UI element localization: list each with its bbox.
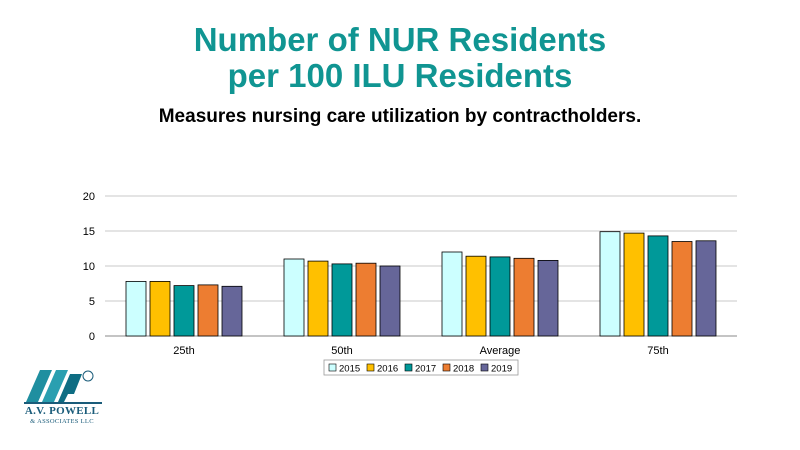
bar-2016-average <box>465 255 487 337</box>
bar-2018-50th <box>355 262 377 337</box>
chart-title: Number of NUR Residents per 100 ILU Resi… <box>0 22 800 94</box>
y-tick-label: 10 <box>83 261 95 273</box>
logo-subtitle: & ASSOCIATES LLC <box>30 418 94 425</box>
legend-label-2018: 2018 <box>453 364 474 375</box>
x-tick-label: 75th <box>647 345 668 357</box>
title-line-2: per 100 ILU Residents <box>227 57 573 94</box>
y-tick-label: 15 <box>83 226 95 238</box>
legend-label-2015: 2015 <box>339 364 360 375</box>
legend-label-2019: 2019 <box>491 364 512 375</box>
bar-2019-average <box>537 259 559 337</box>
chart-subtitle: Measures nursing care utilization by con… <box>158 106 642 127</box>
legend-swatch-2016 <box>366 363 375 372</box>
av-powell-logo-icon <box>24 370 102 404</box>
legend-swatch-2017 <box>404 363 413 372</box>
y-tick-label: 20 <box>83 191 95 203</box>
x-tick-label: Average <box>480 345 521 357</box>
x-tick-label: 50th <box>331 345 352 357</box>
legend-label-2016: 2016 <box>377 364 398 375</box>
bar-2019-75th <box>695 240 717 337</box>
bar-2018-25th <box>197 284 219 337</box>
bar-2019-25th <box>221 285 243 337</box>
bar-2015-75th <box>599 231 621 337</box>
logo-name: A.V. POWELL <box>24 405 100 417</box>
bar-2019-50th <box>379 265 401 337</box>
bar-2016-50th <box>307 260 329 337</box>
legend-swatch-2018 <box>442 363 451 372</box>
bar-2016-25th <box>149 280 171 337</box>
legend-label-2017: 2017 <box>415 364 436 375</box>
bar-2017-average <box>489 256 511 337</box>
legend-swatch-2019 <box>480 363 489 372</box>
bar-2017-75th <box>647 235 669 337</box>
y-tick-label: 0 <box>89 331 95 343</box>
bar-2017-25th <box>173 285 195 337</box>
title-line-1: Number of NUR Residents <box>193 21 607 58</box>
bar-2016-75th <box>623 232 645 337</box>
x-tick-label: 25th <box>173 345 194 357</box>
legend-swatch-2015 <box>328 363 337 372</box>
bar-2015-50th <box>283 258 305 337</box>
bar-2015-average <box>441 251 463 337</box>
bar-2018-average <box>513 257 535 337</box>
y-tick-label: 5 <box>89 296 95 308</box>
bar-2017-50th <box>331 263 353 337</box>
bar-2018-75th <box>671 241 693 337</box>
bar-2015-25th <box>125 280 147 337</box>
